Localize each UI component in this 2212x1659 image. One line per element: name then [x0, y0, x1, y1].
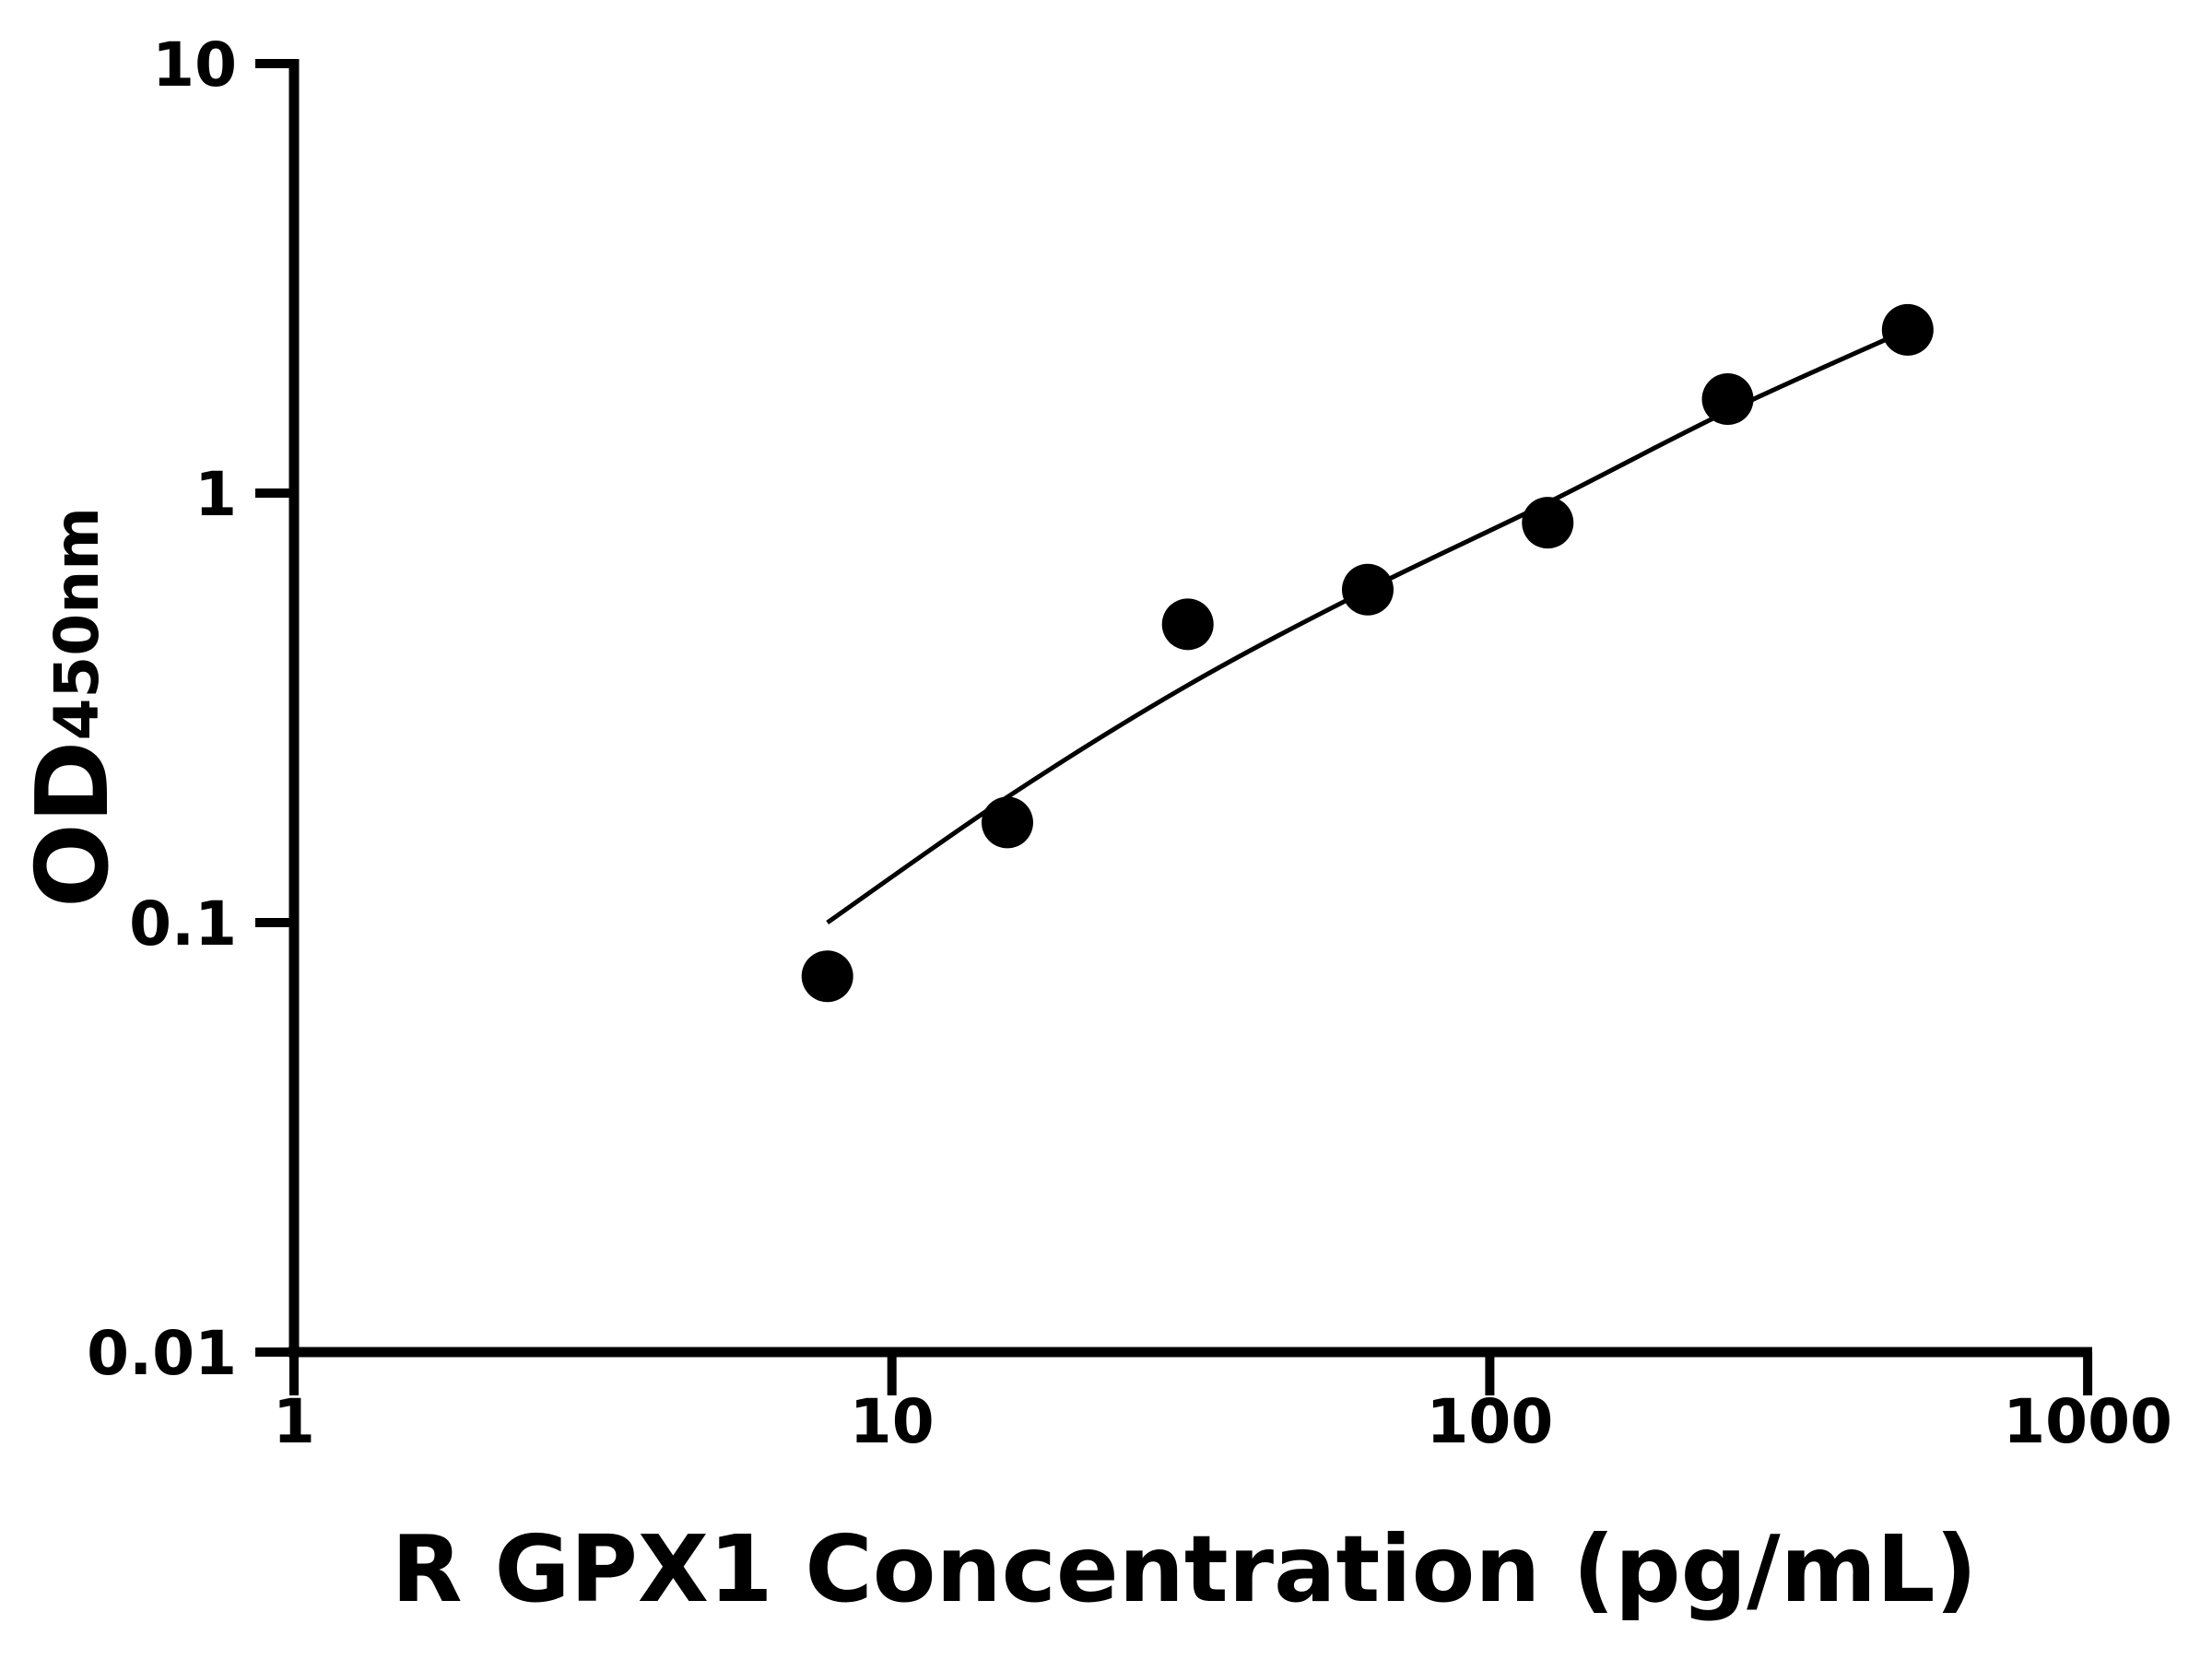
data-point-marker — [1161, 598, 1214, 651]
y-axis-title-suffix: 450nm — [41, 507, 112, 741]
y-axis: 10 1 0.1 0.01 — [87, 29, 300, 1389]
y-tick-label: 1 — [194, 459, 237, 530]
data-point-marker — [1881, 303, 1934, 356]
y-axis-title-main: OD — [16, 741, 131, 908]
data-point-marker — [1701, 373, 1754, 426]
y-axis-ticks: 10 1 0.1 0.01 — [87, 29, 294, 1389]
data-point-marker — [1341, 563, 1394, 616]
x-tick-label: 1 — [273, 1386, 315, 1457]
x-tick-label: 1000 — [2003, 1386, 2172, 1457]
data-point-marker — [801, 950, 853, 1003]
y-tick-label: 10 — [152, 29, 237, 100]
y-tick-label: 0.01 — [87, 1318, 237, 1389]
data-points — [801, 303, 1934, 1003]
x-tick-label: 10 — [850, 1386, 935, 1457]
x-axis-ticks: 1 10 100 1000 — [273, 1352, 2172, 1457]
x-tick-label: 100 — [1427, 1386, 1554, 1457]
y-axis-title: OD450nm — [16, 507, 131, 908]
data-point-marker — [1522, 497, 1574, 549]
x-axis: 1 10 100 1000 — [273, 1347, 2172, 1457]
plot-area — [801, 303, 1934, 1003]
svg-text:OD450nm: OD450nm — [16, 507, 131, 908]
y-tick-label: 0.1 — [129, 888, 237, 959]
data-point-marker — [981, 796, 1033, 849]
x-axis-title: R GPX1 Concentration (pg/mL) — [392, 1515, 1978, 1623]
